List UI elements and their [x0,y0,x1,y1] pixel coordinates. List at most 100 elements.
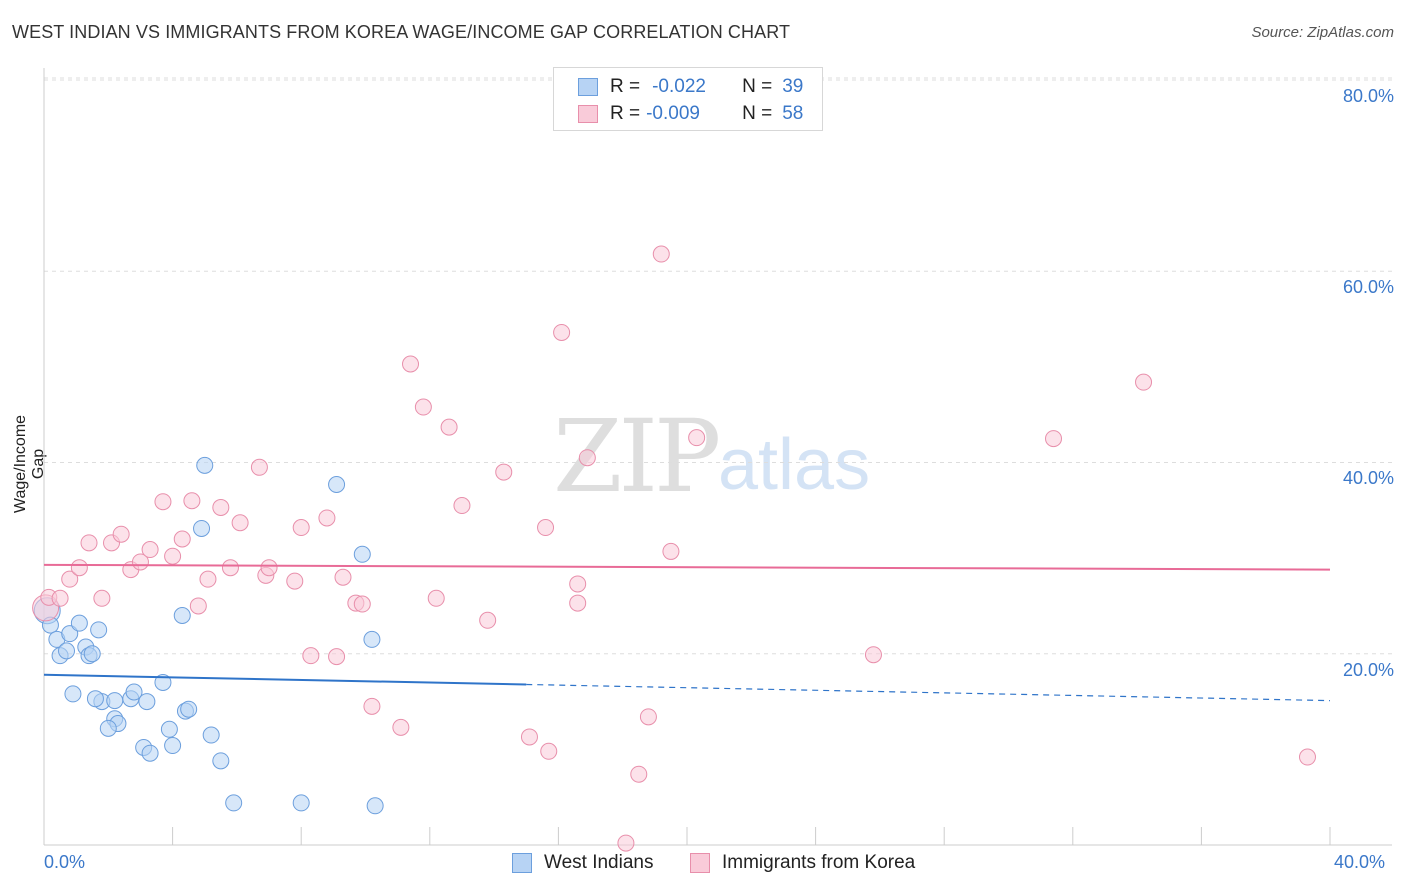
point-korea [414,398,432,416]
point-korea [318,509,336,527]
y-tick-label-40: 40.0% [1342,468,1394,488]
point-korea [569,575,587,593]
legend-n-value: 58 [782,103,804,124]
point-korea [173,530,191,548]
x-tick-label-max: 40.0% [1334,852,1386,872]
point-korea [1298,748,1316,766]
point-korea [250,458,268,476]
legend-row-korea: R = -0.009 N = 58 [578,102,803,126]
legend-n-label: N = [742,103,773,124]
bottom-legend-korea: Immigrants from Korea [690,852,915,874]
point-west-indians [193,519,211,537]
point-west-indians [64,685,82,703]
point-west-indians [58,642,76,660]
point-korea [569,594,587,612]
point-korea [495,463,513,481]
point-korea [1135,373,1153,391]
point-korea [70,559,88,577]
legend-swatch-west-indians [578,78,598,96]
point-west-indians [202,726,220,744]
point-korea [639,708,657,726]
point-korea [260,559,278,577]
legend-r-value: -0.009 [646,103,700,124]
point-korea [292,519,310,537]
point-west-indians [353,545,371,563]
legend-r-label: R = [610,103,641,124]
bottom-legend-label-west-indians: West Indians [544,852,654,873]
point-korea [112,525,130,543]
y-tick-label-80: 80.0% [1342,86,1394,106]
point-west-indians [106,692,124,710]
point-korea [80,534,98,552]
y-tick-label-20: 20.0% [1342,660,1394,680]
legend-n-label: N = [742,76,773,97]
point-west-indians [125,683,143,701]
point-west-indians [225,794,243,812]
bottom-legend-label-korea: Immigrants from Korea [722,852,916,873]
legend-n-value: 39 [782,76,804,97]
point-west-indians [61,625,79,643]
point-korea [61,570,79,588]
point-korea [630,765,648,783]
point-korea [363,697,381,715]
point-korea [427,589,445,607]
trend-line-korea [43,563,1331,571]
point-korea [199,570,217,588]
point-west-indians [328,475,346,493]
point-korea [1045,430,1063,448]
point-west-indians [212,752,230,770]
legend-swatch-korea [578,105,598,123]
chart-title: WEST INDIAN VS IMMIGRANTS FROM KOREA WAG… [12,22,791,42]
point-west-indians [86,690,104,708]
point-korea [51,589,69,607]
point-korea [453,497,471,515]
point-korea [93,589,111,607]
point-korea [652,245,670,263]
point-korea [221,559,239,577]
point-west-indians [83,645,101,663]
stats-legend: R = -0.022 N = 39 R = -0.009 N = 58 [553,67,823,131]
point-west-indians [160,720,178,738]
point-west-indians [173,607,191,624]
chart-source: Source: ZipAtlas.com [1251,24,1394,41]
point-korea [553,323,571,341]
bottom-legend-west-indians: West Indians [512,852,653,874]
point-korea [520,728,538,746]
legend-r-label: R = [610,76,641,97]
legend-r-value: -0.022 [652,76,706,97]
point-korea [402,355,420,373]
point-west-indians [180,700,198,718]
trend-line-west-indians [43,673,527,686]
point-west-indians [164,737,182,755]
point-korea [662,542,680,560]
point-west-indians [154,673,172,691]
point-korea [141,541,159,559]
watermark-atlas: atlas [718,425,871,505]
point-korea [617,834,635,852]
point-korea [286,572,304,590]
bottom-legend-swatch-korea [690,853,710,873]
point-west-indians [99,719,117,737]
point-west-indians [70,614,88,632]
point-west-indians [292,794,310,812]
point-korea [353,595,371,613]
point-korea [212,498,230,516]
point-korea [154,493,172,511]
point-korea [328,648,346,666]
x-tick-label-min: 0.0% [44,852,86,872]
point-korea [537,519,555,537]
y-tick-label-60: 60.0% [1342,277,1394,297]
point-korea [540,742,558,760]
point-west-indians [141,744,159,762]
point-korea [189,597,207,615]
legend-row-west-indians: R = -0.022 N = 39 [578,75,803,99]
bottom-legend-swatch-west-indians [512,853,532,873]
trend-line-extension-west-indians [526,683,1331,702]
point-korea [578,449,596,467]
point-korea [302,647,320,665]
point-korea [392,718,410,736]
point-korea [688,429,706,447]
point-korea [183,492,201,510]
point-korea [164,547,182,565]
